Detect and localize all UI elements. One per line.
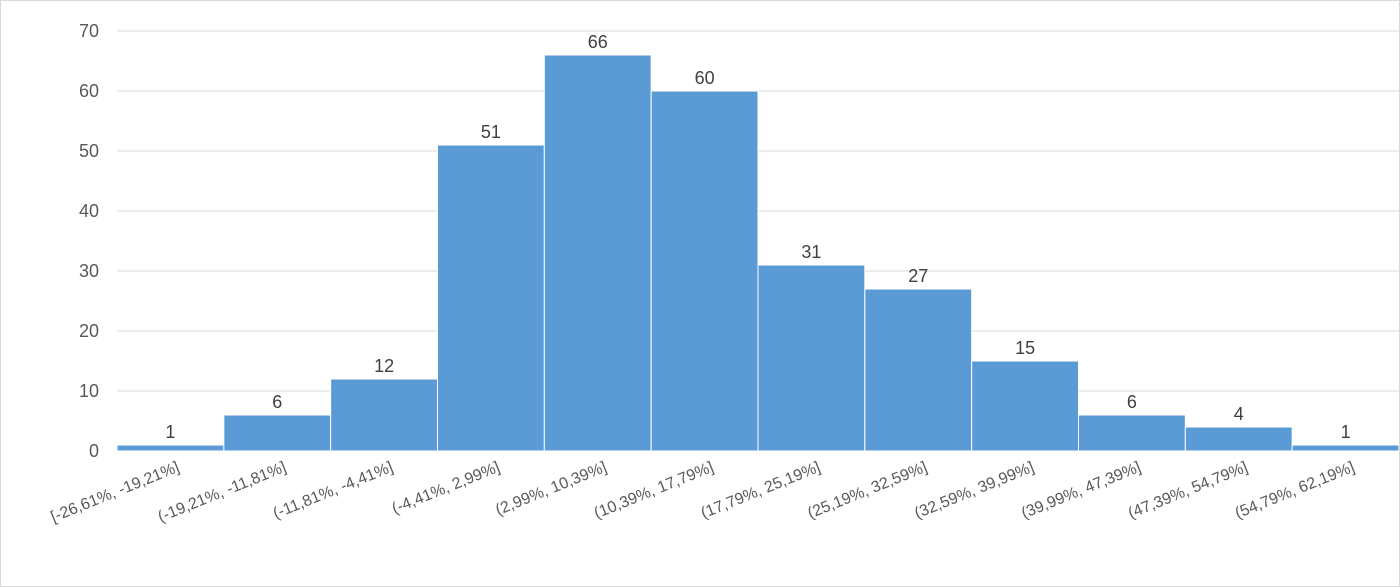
x-tick-label: (17,79%, 25,19%] [699, 459, 823, 522]
histogram-bar [971, 360, 1080, 452]
bar-value-label: 6 [272, 392, 282, 412]
y-axis-ticks: 0 10 20 30 40 50 60 70 [79, 21, 99, 461]
x-tick-label: (10,39%, 17,79%] [592, 459, 716, 522]
bar-value-label: 6 [1127, 392, 1137, 412]
bar-value-label: 66 [588, 32, 608, 52]
data-labels: 1 6 12 51 66 60 31 27 15 6 4 1 [165, 32, 1350, 442]
y-tick-label: 10 [79, 381, 99, 401]
histogram-bar [1184, 426, 1293, 452]
y-tick-label: 60 [79, 81, 99, 101]
x-tick-label: (2,99%, 10,39%] [493, 459, 609, 519]
bar-value-label: 31 [801, 242, 821, 262]
y-tick-label: 30 [79, 261, 99, 281]
y-tick-label: 20 [79, 321, 99, 341]
x-tick-label: (32,59%, 39,99%] [912, 459, 1036, 522]
bar-value-label: 51 [481, 122, 501, 142]
bar-value-label: 1 [165, 422, 175, 442]
x-tick-label: (25,19%, 32,59%] [805, 459, 929, 522]
histogram-bar [1291, 444, 1399, 452]
bar-value-label: 1 [1341, 422, 1351, 442]
histogram-bar [330, 378, 438, 452]
x-tick-label: (54,79%, 62,19%] [1233, 459, 1357, 522]
histogram-bar [223, 414, 332, 452]
histogram-bar [864, 288, 973, 452]
x-tick-label: (39,99%, 47,39%] [1019, 459, 1143, 522]
y-tick-label: 0 [89, 441, 99, 461]
bar-value-label: 60 [695, 68, 715, 88]
y-tick-label: 70 [79, 21, 99, 41]
x-axis-ticks: [-26,61%, -19,21%](-19,21%, -11,81%](-11… [49, 459, 1358, 526]
bar-value-label: 12 [374, 356, 394, 376]
x-tick-label: (-11,81%, -4,41%] [271, 459, 396, 523]
x-tick-label: (-4,41%, 2,99%] [390, 459, 503, 518]
histogram-bar [650, 90, 759, 452]
histogram-bar [116, 444, 225, 452]
y-tick-label: 50 [79, 141, 99, 161]
y-tick-label: 40 [79, 201, 99, 221]
bar-value-label: 27 [908, 266, 928, 286]
bar-value-label: 4 [1234, 404, 1244, 424]
bar-value-label: 15 [1015, 338, 1035, 358]
histogram-bar [437, 144, 545, 452]
bars [116, 54, 1399, 452]
histogram-bar [543, 54, 652, 452]
histogram-bar [1078, 414, 1186, 452]
histogram-bar [757, 264, 866, 452]
x-tick-label: (47,39%, 54,79%] [1126, 459, 1250, 522]
